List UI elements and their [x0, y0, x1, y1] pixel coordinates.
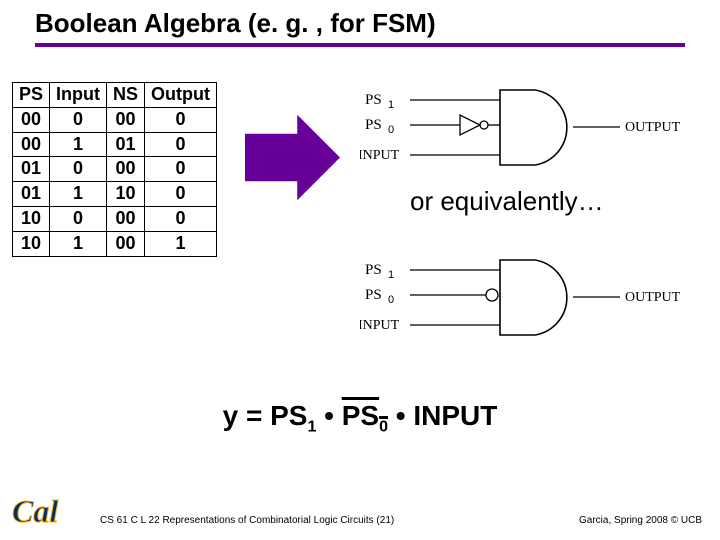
eq-input: INPUT	[413, 400, 497, 431]
title-underline	[35, 43, 685, 47]
table-row: 000000	[13, 107, 217, 132]
table-row: 101001	[13, 231, 217, 256]
footer-left: CS 61 C L 22 Representations of Combinat…	[100, 515, 394, 526]
col-ns: NS	[107, 83, 145, 108]
eq-dot2: •	[388, 400, 413, 431]
eq-ps0: PS	[342, 400, 379, 431]
svg-text:0: 0	[388, 124, 394, 136]
svg-text:1: 1	[388, 269, 394, 281]
arrow-icon	[245, 110, 340, 205]
eq-dot1: •	[316, 400, 341, 431]
cal-logo: Cal	[12, 493, 58, 530]
slide-title: Boolean Algebra (e. g. , for FSM)	[35, 8, 685, 43]
col-output: Output	[145, 83, 217, 108]
table-row: 001010	[13, 132, 217, 157]
col-ps: PS	[13, 83, 50, 108]
svg-text:PS: PS	[365, 287, 382, 303]
svg-text:0: 0	[388, 294, 394, 306]
circuit-diagram-2: PS 1 PS 0 INPUT OUTPUT	[360, 250, 700, 350]
eq-ps1: PS	[270, 400, 307, 431]
svg-text:OUTPUT: OUTPUT	[625, 290, 681, 305]
table-header-row: PS Input NS Output	[13, 83, 217, 108]
svg-text:OUTPUT: OUTPUT	[625, 120, 681, 135]
circuit-diagram-1: PS 1 PS 0 INPUT OUTPUT	[360, 80, 700, 180]
eq-ps0-sub: 0	[379, 419, 388, 436]
svg-text:INPUT: INPUT	[360, 148, 400, 163]
equivalently-text: or equivalently…	[410, 186, 604, 217]
svg-text:INPUT: INPUT	[360, 318, 400, 333]
footer-right: Garcia, Spring 2008 © UCB	[579, 515, 702, 526]
svg-text:PS: PS	[365, 117, 382, 133]
eq-prefix: y =	[223, 400, 270, 431]
svg-text:PS: PS	[365, 262, 382, 278]
col-input: Input	[50, 83, 107, 108]
equation: y = PS1 • PS0 • INPUT	[0, 400, 720, 437]
title-bar: Boolean Algebra (e. g. , for FSM)	[35, 8, 685, 47]
table-row: 010000	[13, 157, 217, 182]
table-row: 011100	[13, 182, 217, 207]
svg-text:PS: PS	[365, 92, 382, 108]
svg-text:1: 1	[388, 99, 394, 111]
table-row: 100000	[13, 206, 217, 231]
truth-table: PS Input NS Output 000000 001010 010000 …	[12, 82, 217, 257]
